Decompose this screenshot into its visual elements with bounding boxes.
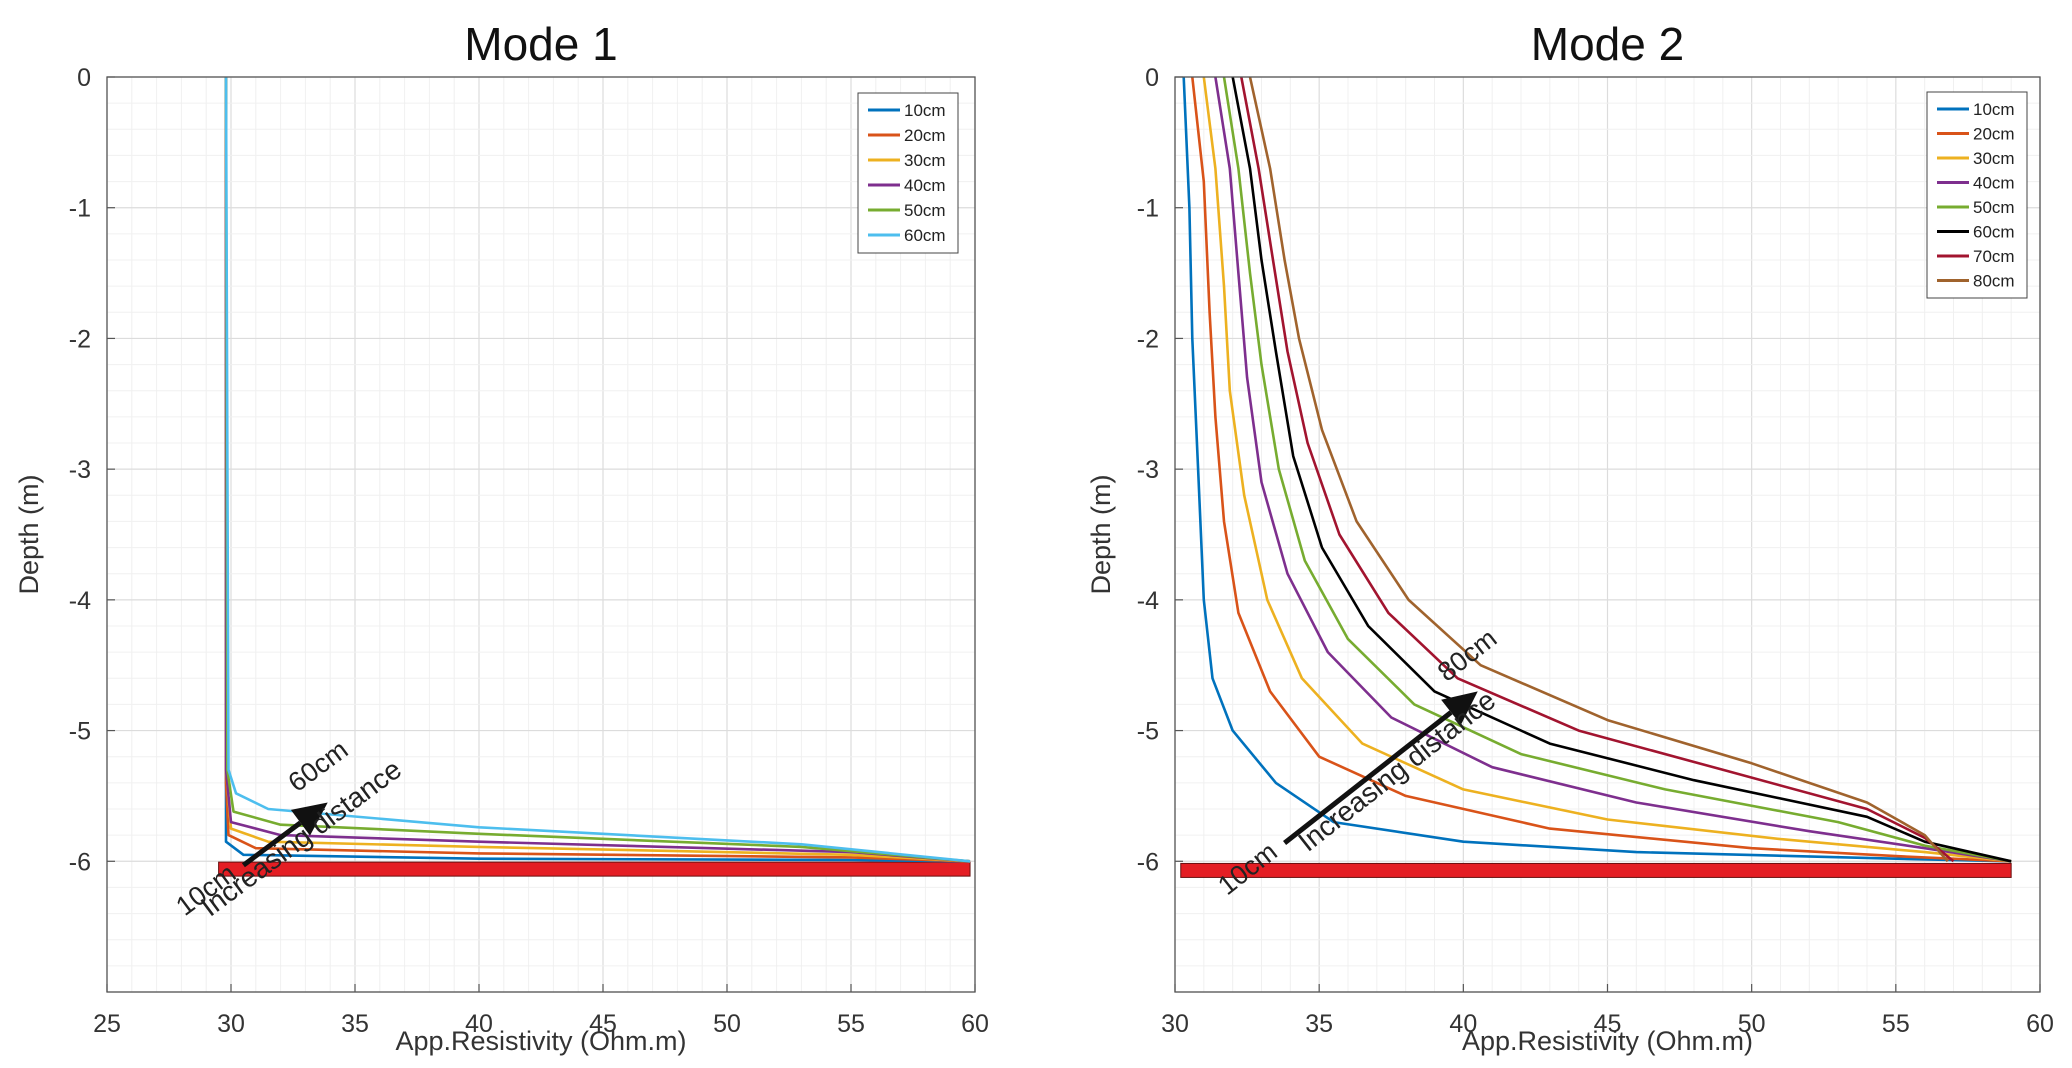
x-tick-label: 60	[961, 1010, 989, 1038]
x-tick-label: 35	[1305, 1010, 1333, 1038]
x-axis-label: App.Resistivity (Ohm.m)	[1462, 1026, 1753, 1056]
x-tick-label: 25	[93, 1010, 121, 1038]
series-line-10cm	[1182, 76, 2012, 863]
y-tick-label: -1	[1137, 195, 1159, 223]
y-tick-label: -2	[1137, 325, 1159, 353]
red-bar	[1180, 862, 2012, 878]
legend-box	[1926, 91, 2028, 299]
y-tick-label: -6	[69, 848, 91, 876]
chart-title: Mode 1	[464, 18, 617, 70]
y-tick-label: 0	[77, 64, 91, 92]
x-tick-label: 30	[1161, 1010, 1189, 1038]
legend-label: 40cm	[904, 176, 946, 195]
x-tick-label: 40	[465, 1010, 493, 1038]
legend-label: 50cm	[904, 201, 946, 220]
y-tick-label: -3	[69, 456, 91, 484]
chart-mode-1: 25 30 35 40 45 50 55 60 0 -1 -2 -3 -4 -5 -6 Mode 1 App.R…	[14, 18, 989, 1056]
x-tick-label: 55	[1882, 1010, 1910, 1038]
x-tick-label: 50	[713, 1010, 741, 1038]
chart-title: Mode 2	[1531, 18, 1684, 70]
y-tick-label: -1	[69, 195, 91, 223]
x-tick-label: 40	[1449, 1010, 1477, 1038]
legend: 10cm 20cm 30cm 40cm 50cm 60cm 70cm 80cm	[1926, 91, 2028, 299]
y-tick-label: 0	[1145, 64, 1159, 92]
legend-label: 10cm	[1973, 100, 2015, 119]
legend-label: 20cm	[904, 126, 946, 145]
y-tick-label: -5	[1137, 718, 1159, 746]
arrow-head	[1441, 691, 1478, 725]
red-bar	[218, 861, 971, 877]
plot-area	[107, 77, 975, 992]
chart-mode-2: 30 35 40 45 50 55 60 0 -1 -2 -3 -4 -5 -6 Mode 2 App.Res…	[1086, 18, 2054, 1056]
axes-box	[106, 76, 976, 993]
y-tick-label: -2	[69, 325, 91, 353]
series-line-30cm	[1202, 76, 2012, 863]
series-line-80cm	[1248, 76, 1949, 863]
legend-label: 60cm	[904, 226, 946, 245]
arrow-head	[290, 802, 328, 836]
legend-label: 80cm	[1973, 272, 2015, 291]
y-tick-label: -5	[69, 718, 91, 746]
series-line-50cm	[1222, 76, 2012, 863]
x-tick-label: 60	[2026, 1010, 2054, 1038]
legend-label: 10cm	[904, 101, 946, 120]
legend-label: 30cm	[904, 151, 946, 170]
legend-label: 70cm	[1973, 247, 2015, 266]
y-axis-label: Depth (m)	[1086, 474, 1116, 594]
grid	[1174, 76, 2041, 993]
x-tick-label: 45	[1594, 1010, 1622, 1038]
series-line-60cm	[224, 76, 971, 863]
legend: 10cm 20cm 30cm 40cm 50cm 60cm	[857, 92, 959, 254]
series-line-60cm	[1231, 76, 2012, 863]
arrow-shaft	[241, 820, 302, 868]
series-line-70cm	[1240, 76, 1955, 863]
x-tick-label: 55	[837, 1010, 865, 1038]
legend-label: 50cm	[1973, 198, 2015, 217]
y-tick-label: -3	[1137, 456, 1159, 484]
legend-box	[857, 92, 959, 254]
x-tick-label: 45	[589, 1010, 617, 1038]
x-tick-label: 30	[217, 1010, 245, 1038]
y-tick-label: -4	[69, 587, 91, 615]
series-line-20cm	[1191, 76, 2012, 863]
arrow-shaft	[1283, 710, 1453, 845]
y-axis-label: Depth (m)	[14, 474, 44, 594]
x-tick-label: 35	[341, 1010, 369, 1038]
legend-label: 30cm	[1973, 149, 2015, 168]
x-axis-label: App.Resistivity (Ohm.m)	[395, 1026, 686, 1056]
legend-label: 40cm	[1973, 174, 2015, 193]
legend-label: 60cm	[1973, 223, 2015, 242]
x-tick-label: 50	[1738, 1010, 1766, 1038]
series-line-40cm	[1214, 76, 2012, 863]
legend-label: 20cm	[1973, 125, 2015, 144]
y-tick-label: -4	[1137, 587, 1159, 615]
y-tick-label: -6	[1137, 848, 1159, 876]
